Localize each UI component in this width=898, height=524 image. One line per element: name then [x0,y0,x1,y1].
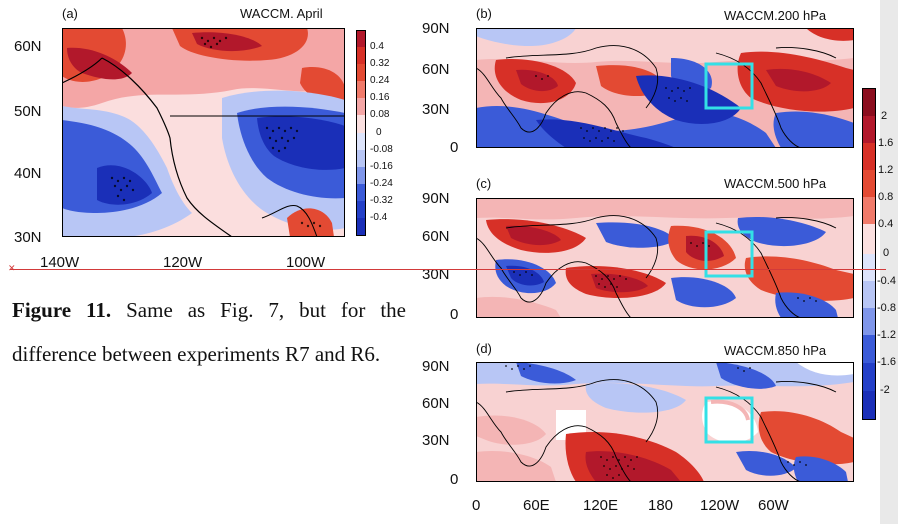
global-colorbar-tick: 1.6 [878,137,894,149]
panel-a-map [62,28,345,237]
colorbar-a-tick: -0.4 [370,212,388,223]
global-colorbar-tick: -1.2 [877,329,896,341]
lon-label: 0 [472,497,481,514]
colorbar-a-tick: 0.24 [370,75,390,86]
global-colorbar-tick: -1.6 [877,356,896,368]
figure-caption: Figure 11. Same as Fig. 7, but for the d… [12,288,406,376]
colorbar-a-tick: -0.08 [370,144,393,155]
lon-label: 180 [648,497,674,514]
panel-b-map [476,28,854,148]
panel-a-lon-label: 140W [40,254,80,271]
panel-c-lat-label: 0 [450,306,459,323]
panel-b-lat-label: 30N [422,101,450,118]
panel-c-title: WACCM.500 hPa [724,176,827,191]
lon-label: 60E [523,497,550,514]
panel-b-lat-label: 60N [422,61,450,78]
colorbar-a-tick: 0.08 [370,109,390,120]
panel-c-lat-label: 90N [422,190,450,207]
global-colorbar-tick: 2 [881,110,888,122]
colorbar-a-tick: 0.16 [370,92,390,103]
panel-c-lat-label: 30N [422,266,450,283]
global-colorbar-tick: -0.8 [877,302,896,314]
panel-d-map [476,362,854,482]
colorbar-a-tick: 0.32 [370,58,390,69]
panel-a-lat-label: 40N [14,165,42,182]
panel-d-lat-label: 90N [422,358,450,375]
colorbar-a-tick: -0.24 [370,178,393,189]
panel-b-letter: (b) [476,6,492,21]
panel-b-lat-label: 90N [422,20,450,37]
panel-a-lat-label: 50N [14,103,42,120]
panel-c-map [476,198,854,318]
lon-label: 120W [700,497,740,514]
global-colorbar-tick: 0.8 [878,191,894,203]
global-colorbar-tick: 0.4 [878,218,894,230]
global-colorbar-tick: 1.2 [878,164,894,176]
red-guide-line [10,269,886,270]
lon-label: 60W [758,497,789,514]
panel-d: (d) WACCM.850 hPa 90N 60N 30N 0 0 60E 12… [420,338,860,524]
panel-c-letter: (c) [476,176,492,191]
red-guide-marker: ✕ [8,264,16,274]
colorbar-a-tick: 0.4 [370,41,384,52]
global-colorbar-tick: -0.4 [877,275,896,287]
global-colorbar [862,88,876,420]
panel-a-letter: (a) [62,6,78,21]
panel-a-title: WACCM. April [240,6,323,21]
panel-a-lon-label: 120W [163,254,203,271]
caption-label: Figure 11. [12,298,112,322]
panel-a-lon-label: 100W [286,254,326,271]
panel-d-lat-label: 60N [422,395,450,412]
caption-text: Same as Fig. 7, but for the difference b… [12,298,406,366]
colorbar-a-tick: 0 [376,127,382,138]
panel-a-lat-label: 60N [14,38,42,55]
colorbar-a-tick: -0.32 [370,195,393,206]
lon-label: 120E [583,497,619,514]
panel-d-lat-label: 0 [450,471,459,488]
panel-c: (c) WACCM.500 hPa 90N 60N 30N 0 [420,170,860,330]
panel-d-lat-label: 30N [422,432,450,449]
panel-c-lat-label: 60N [422,228,450,245]
panel-a: (a) WACCM. April 60N 50N 40N 30N 140W 12… [0,0,400,275]
panel-b-title: WACCM.200 hPa [724,8,827,23]
page-sidebar [880,0,898,524]
global-colorbar-tick: -2 [880,384,890,396]
panel-d-letter: (d) [476,341,492,356]
panel-b-lat-label: 0 [450,139,459,156]
panel-d-title: WACCM.850 hPa [724,343,827,358]
panel-b: (b) WACCM.200 hPa 90N 60N 30N 0 [420,0,860,160]
panel-a-lat-label: 30N [14,229,42,246]
global-colorbar-tick: 0 [883,247,890,259]
panel-a-colorbar [356,30,366,236]
colorbar-a-tick: -0.16 [370,161,393,172]
